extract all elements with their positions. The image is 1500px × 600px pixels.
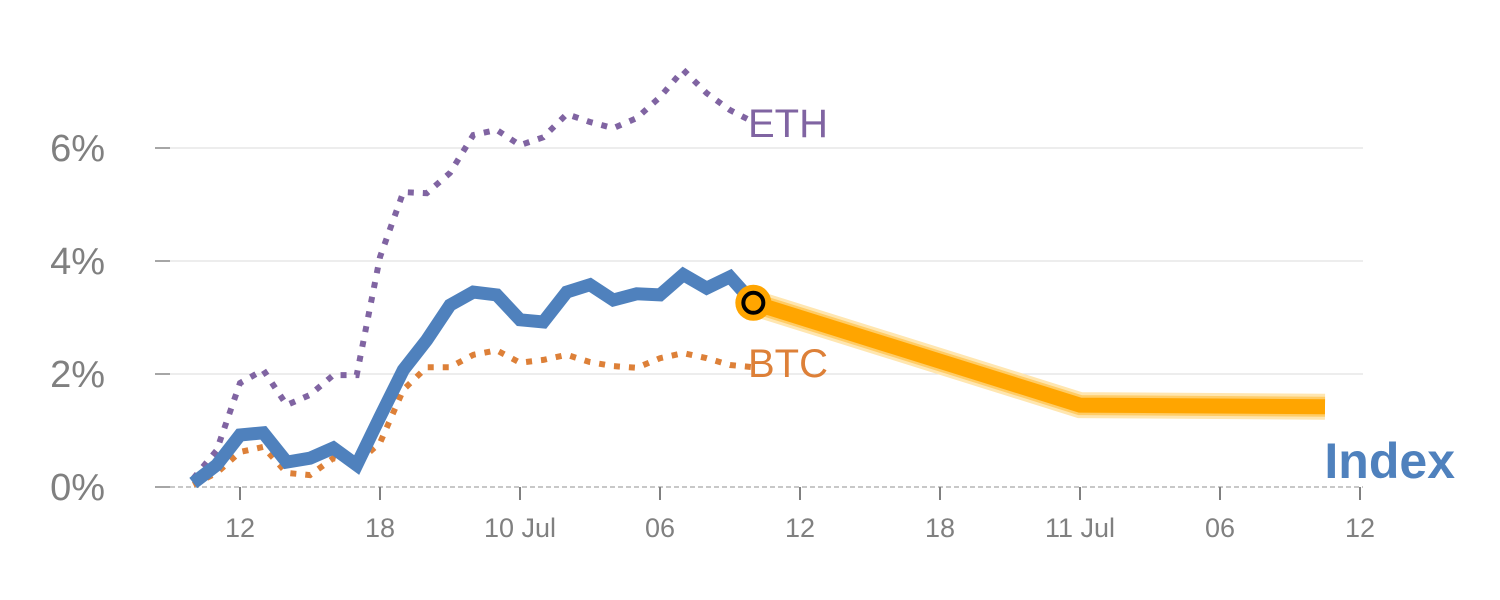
x-tick-label: 11 Jul xyxy=(1045,513,1115,543)
y-tick-label: 2% xyxy=(50,354,105,396)
series-lines xyxy=(189,65,1326,489)
x-axis: 12 18 10 Jul 06 12 18 11 Jul 06 12 xyxy=(170,486,1375,543)
index-label: Index xyxy=(1324,433,1455,489)
btc-label: BTC xyxy=(748,342,828,386)
x-tick-label: 18 xyxy=(925,513,955,543)
x-tick-label: 10 Jul xyxy=(484,513,556,543)
x-tick-label: 12 xyxy=(225,513,255,543)
index-line xyxy=(189,266,759,489)
y-tick-label: 4% xyxy=(50,241,105,283)
x-tick-label: 06 xyxy=(645,513,675,543)
y-axis: 0% 2% 4% 6% xyxy=(50,128,170,509)
y-tick-label: 0% xyxy=(50,467,105,509)
x-tick-label: 12 xyxy=(785,513,815,543)
x-tick-label: 18 xyxy=(365,513,395,543)
eth-line xyxy=(190,65,755,481)
series-labels: ETH BTC Index xyxy=(748,102,1455,489)
y-tick-label: 6% xyxy=(50,128,105,170)
gridlines xyxy=(170,147,1363,375)
btc-line xyxy=(191,347,754,488)
current-point-marker-ring xyxy=(741,290,766,315)
index-forecast-line xyxy=(751,295,1326,415)
x-tick-label: 12 xyxy=(1345,513,1375,543)
eth-label: ETH xyxy=(748,102,828,146)
x-tick-label: 06 xyxy=(1205,513,1235,543)
